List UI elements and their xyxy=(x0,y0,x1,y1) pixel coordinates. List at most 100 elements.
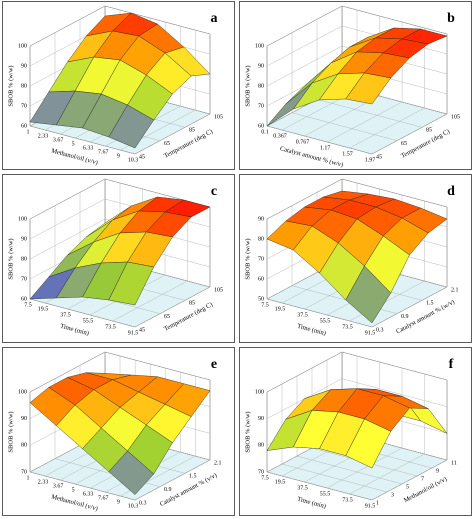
x-tick-label: 0.1 xyxy=(261,129,269,135)
z-tick-label: 80 xyxy=(21,443,27,449)
x-tick-label: 37.5 xyxy=(297,312,308,318)
y-tick-label: 85 xyxy=(189,301,195,307)
y-grid-line xyxy=(266,392,373,501)
z-tick-label: 90 xyxy=(21,416,27,422)
x-tick-label: 91.5 xyxy=(365,330,376,336)
z-tick-label: 100 xyxy=(18,43,27,49)
panel-letter: b xyxy=(447,11,455,26)
surface-patch xyxy=(345,265,392,324)
y-tick-label: 85 xyxy=(426,128,432,134)
y-tick-label: 2.1 xyxy=(214,460,222,466)
z-tick-label: 60 xyxy=(258,123,264,129)
x-tick-label: 37.5 xyxy=(297,485,308,491)
x-tick-label: 9 xyxy=(117,499,120,505)
x-tick-label: 19.5 xyxy=(275,479,286,485)
z-axis-label: SBOB % (w/w) xyxy=(7,65,14,106)
z-tick-label: 80 xyxy=(258,83,264,89)
y-tick-label: 0.9 xyxy=(164,487,172,493)
x-tick-label: 73.5 xyxy=(342,497,353,503)
panel-letter: a xyxy=(211,11,218,26)
x-tick-label: 7.5 xyxy=(24,302,32,308)
x-tick-label: 1.57 xyxy=(342,151,353,157)
z-axis-label: SBOB % (w/w) xyxy=(244,238,251,279)
z-tick-label: 90 xyxy=(21,63,27,69)
x-tick-label: 1 xyxy=(27,475,30,481)
z-tick-label: 80 xyxy=(21,256,27,262)
z-tick-label: 70 xyxy=(258,103,264,109)
panel-letter: f xyxy=(449,357,454,372)
x-tick-label: 2.33 xyxy=(38,133,49,139)
y-tick-label: 1 xyxy=(376,500,379,506)
z-tick-label: 70 xyxy=(258,256,264,262)
x-tick-label: 2.33 xyxy=(38,479,49,485)
x-tick-label: 7.67 xyxy=(98,149,109,155)
panel: 50 60 70 80 90 7.5 19.5 37.5 55.5 73.5 91.5 0.3 0.9 1… xyxy=(239,174,472,343)
surface-patch xyxy=(345,418,392,469)
x-tick-label: 7.67 xyxy=(98,495,109,501)
x-tick-label: 5 xyxy=(72,141,75,147)
x-tick-label: 1.17 xyxy=(320,145,331,151)
surface-patch xyxy=(108,261,155,306)
x-tick-label: 6.33 xyxy=(83,145,94,151)
panel-letter: d xyxy=(447,184,455,199)
z-tick-label: 100 xyxy=(18,216,27,222)
y-tick-label: 45 xyxy=(139,327,145,333)
y-tick-label: 45 xyxy=(376,154,382,160)
z-tick-label: 60 xyxy=(21,296,27,302)
z-tick-label: 70 xyxy=(21,103,27,109)
y-grid-line xyxy=(291,32,398,141)
y-tick-label: 0.3 xyxy=(376,327,384,333)
y-tick-label: 1.5 xyxy=(189,474,197,480)
z-tick-label: 80 xyxy=(21,83,27,89)
y-tick-label: 2.1 xyxy=(451,287,459,293)
x-tick-label: 91.5 xyxy=(128,330,139,336)
y-grid-line xyxy=(296,376,403,485)
z-tick-label: 90 xyxy=(258,416,264,422)
y-tick-label: 65 xyxy=(164,141,170,147)
x-tick-label: 3.67 xyxy=(53,483,64,489)
x-tick-label: 0.767 xyxy=(296,139,310,145)
x-tick-label: 10.3 xyxy=(128,503,139,509)
x-tick-label: 19.5 xyxy=(275,306,286,312)
y-grid-line xyxy=(29,46,136,155)
surface-patch xyxy=(108,104,155,149)
z-tick-label: 80 xyxy=(258,236,264,242)
y-tick-label: 85 xyxy=(189,128,195,134)
x-tick-label: 55.5 xyxy=(83,318,94,324)
y-tick-label: 45 xyxy=(139,154,145,160)
z-axis-label: SBOB % (w/w) xyxy=(244,411,251,452)
z-tick-label: 50 xyxy=(258,296,264,302)
y-tick-label: 0.9 xyxy=(401,314,409,320)
y-grid-line xyxy=(281,384,388,493)
surface-patch xyxy=(108,450,155,495)
panel: 60 70 80 90 100 7.5 19.5 37.5 55.5 73.5 91.5 45 65 85… xyxy=(2,174,235,343)
y-tick-label: 65 xyxy=(164,314,170,320)
z-tick-label: 70 xyxy=(258,469,264,475)
panel: 70 80 90 100 1 2.33 3.67 5 6.33 7.67 9 10.3 0.3 0.9 1.… xyxy=(2,347,235,516)
y-tick-label: 7 xyxy=(421,476,424,482)
surface-patch xyxy=(345,72,392,105)
x-tick-label: 19.5 xyxy=(38,306,49,312)
z-tick-label: 60 xyxy=(21,123,27,129)
z-tick-label: 90 xyxy=(258,63,264,69)
panel: 60 70 80 90 100 0.1 0.367 0.767 1.17 1.57 1.97 45 65… xyxy=(239,1,472,170)
z-tick-label: 80 xyxy=(258,443,264,449)
y-tick-label: 105 xyxy=(214,114,223,120)
y-tick-label: 105 xyxy=(451,114,460,120)
z-tick-label: 100 xyxy=(255,389,264,395)
x-tick-label: 55.5 xyxy=(320,491,331,497)
y-tick-label: 9 xyxy=(436,468,439,474)
z-tick-label: 100 xyxy=(18,389,27,395)
panel-letter: c xyxy=(211,184,217,199)
z-axis-label: SBOB % (w/w) xyxy=(244,65,251,106)
z-tick-label: 90 xyxy=(258,216,264,222)
z-tick-label: 100 xyxy=(255,43,264,49)
x-tick-label: 3.67 xyxy=(53,137,64,143)
z-axis-label: SBOB % (w/w) xyxy=(7,411,14,452)
y-tick-label: 5 xyxy=(406,484,409,490)
z-tick-label: 70 xyxy=(21,276,27,282)
y-tick-label: 0.3 xyxy=(139,500,147,506)
x-tick-label: 73.5 xyxy=(105,324,116,330)
